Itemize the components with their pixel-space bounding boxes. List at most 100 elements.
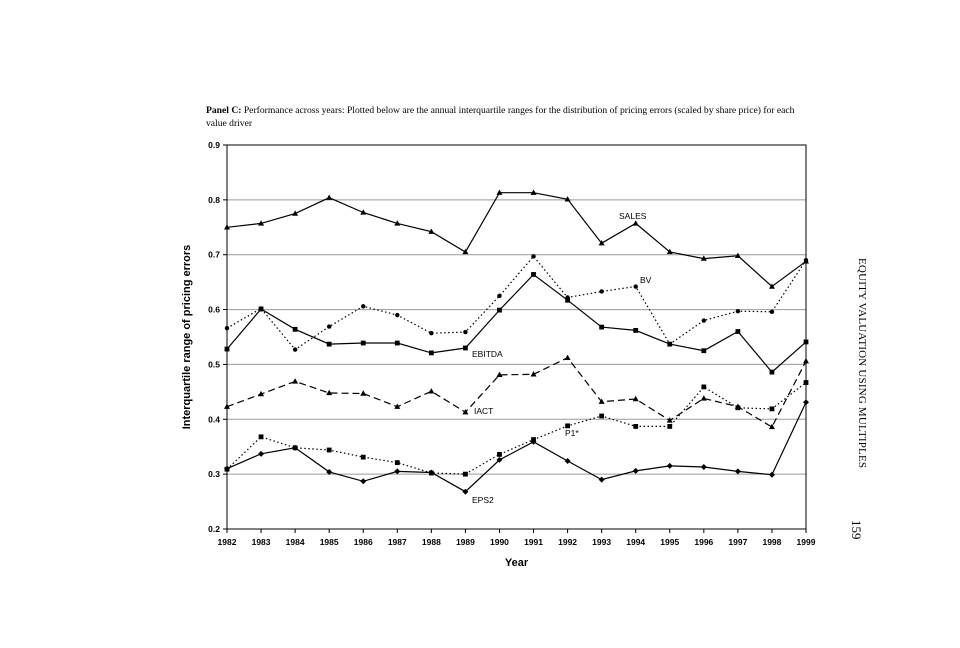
- data-point-sales: [394, 220, 401, 226]
- data-point-p1: [258, 434, 264, 440]
- running-head: EQUITY VALUATION USING MULTIPLES 159: [849, 258, 898, 558]
- data-point-sales: [666, 248, 673, 255]
- data-point-bv: [769, 309, 775, 314]
- data-point-ebitda: [497, 307, 502, 313]
- y-tick-label: 0.7: [208, 250, 220, 260]
- page-number: 159: [849, 520, 864, 540]
- data-point-bv: [292, 347, 298, 352]
- data-point-bv: [599, 289, 604, 294]
- plot-frame: [226, 144, 807, 530]
- data-point-iact: [224, 403, 230, 409]
- series-line-sales: [226, 192, 807, 288]
- data-point-sales: [530, 189, 537, 195]
- y-tick-label: 0.5: [208, 359, 220, 369]
- x-tick-label: 1996: [694, 537, 713, 547]
- data-point-ebitda: [360, 340, 366, 346]
- data-point-sales: [564, 196, 571, 202]
- series-line-iact: [226, 357, 807, 428]
- y-tick-label: 0.9: [208, 140, 220, 150]
- data-point-ebitda: [224, 346, 230, 352]
- data-point-p1: [769, 406, 775, 412]
- y-tick-label: 0.4: [208, 414, 220, 424]
- data-point-bv: [633, 284, 638, 289]
- data-point-sales: [326, 194, 333, 200]
- data-point-eps2: [768, 471, 775, 478]
- data-point-iact: [462, 408, 469, 415]
- series-labels: SALES BV EBITDA IACT P1* EPS2: [472, 211, 652, 505]
- data-point-iact: [394, 403, 401, 409]
- data-point-iact: [496, 371, 503, 378]
- data-point-ebitda: [701, 348, 707, 354]
- data-point-p1: [735, 405, 741, 411]
- data-point-eps2: [428, 469, 435, 476]
- data-point-sales: [258, 220, 265, 226]
- data-point-iact: [803, 357, 809, 364]
- caption-text: Performance across years: Plotted below …: [206, 105, 795, 129]
- data-point-iact: [700, 395, 707, 401]
- data-point-sales: [462, 248, 469, 255]
- data-point-p1: [803, 380, 809, 385]
- data-point-bv: [361, 304, 366, 309]
- series-label-ebitda: EBITDA: [472, 349, 503, 359]
- series-label-p1: P1*: [565, 428, 579, 438]
- data-point-eps2: [394, 468, 401, 475]
- y-tick-label: 0.8: [208, 195, 220, 205]
- data-point-p1: [326, 447, 332, 453]
- x-tick-label: 1987: [388, 537, 407, 547]
- data-point-eps2: [292, 444, 299, 451]
- x-tick-label: 1984: [286, 537, 305, 547]
- data-point-ebitda: [292, 326, 298, 332]
- data-point-ebitda: [599, 324, 605, 330]
- data-point-iact: [530, 371, 537, 377]
- data-point-ebitda: [394, 340, 400, 346]
- series-line-bv: [226, 255, 807, 351]
- data-point-sales: [428, 228, 435, 234]
- data-point-eps2: [700, 464, 707, 471]
- x-tick-label: 1994: [626, 537, 645, 547]
- x-tick-label: 1998: [762, 537, 781, 547]
- x-tick-label: 1989: [456, 537, 475, 547]
- data-point-bv: [224, 326, 230, 331]
- data-point-bv: [531, 254, 536, 259]
- data-point-p1: [633, 424, 639, 429]
- data-point-eps2: [632, 467, 639, 474]
- x-tick-label: 1986: [354, 537, 373, 547]
- data-point-p1: [394, 460, 400, 466]
- data-point-ebitda: [769, 369, 775, 375]
- data-point-eps2: [462, 488, 469, 495]
- x-tick-label: 1982: [218, 537, 237, 547]
- data-point-iact: [292, 378, 299, 384]
- data-point-bv: [326, 324, 332, 329]
- data-point-eps2: [258, 450, 265, 457]
- data-point-sales: [632, 220, 639, 226]
- data-point-ebitda: [633, 328, 639, 333]
- data-point-bv: [735, 309, 741, 314]
- y-axis-ticks: 0.2 0.3 0.4 0.5 0.6 0.7 0.8 0.9: [208, 140, 227, 534]
- series-label-sales: SALES: [619, 211, 647, 221]
- data-point-ebitda: [531, 272, 536, 277]
- data-point-bv: [463, 329, 468, 335]
- data-point-iact: [666, 417, 673, 423]
- x-tick-label: 1991: [524, 537, 543, 547]
- y-tick-label: 0.2: [208, 524, 220, 534]
- data-point-iact: [258, 390, 265, 397]
- series-line-p1: [226, 382, 807, 475]
- data-point-ebitda: [803, 339, 809, 345]
- data-point-iact: [360, 390, 367, 396]
- series-line-ebitda: [226, 273, 807, 373]
- data-point-p1: [599, 413, 605, 419]
- data-point-eps2: [530, 438, 537, 445]
- data-point-eps2: [803, 399, 809, 406]
- data-point-p1: [463, 471, 468, 477]
- data-point-eps2: [326, 468, 333, 475]
- data-point-eps2: [598, 476, 605, 483]
- data-point-bv: [395, 312, 400, 318]
- x-tick-label: 1993: [592, 537, 611, 547]
- data-point-sales: [360, 209, 367, 215]
- data-point-sales: [292, 210, 299, 216]
- figure-caption: Panel C: Performance across years: Plott…: [206, 104, 816, 130]
- data-point-bv: [429, 330, 434, 336]
- caption-panel-label: Panel C:: [206, 105, 242, 116]
- data-point-bv: [497, 293, 502, 299]
